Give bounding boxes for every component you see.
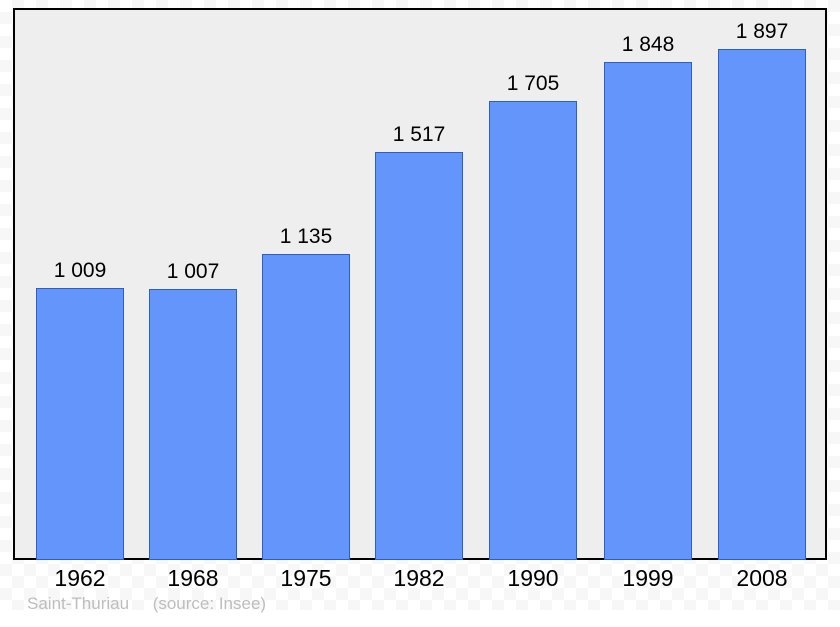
x-label-1990: 1990	[483, 565, 583, 592]
bar-value-1968: 1 007	[143, 260, 243, 284]
x-label-1975: 1975	[256, 565, 356, 592]
bar-1968	[149, 289, 237, 560]
bar-1975	[262, 254, 350, 560]
x-label-2008: 2008	[712, 565, 812, 592]
x-label-1962: 1962	[30, 565, 130, 592]
bar-value-1999: 1 848	[598, 33, 698, 57]
bar-1990	[489, 101, 577, 560]
x-label-1999: 1999	[598, 565, 698, 592]
x-label-1968: 1968	[143, 565, 243, 592]
bar-1962	[36, 288, 124, 560]
bar-2008	[718, 49, 806, 560]
bar-value-1982: 1 517	[369, 123, 469, 147]
bar-1982	[375, 152, 463, 560]
bar-value-1962: 1 009	[30, 259, 130, 283]
chart-root: 1 009 1 007 1 135 1 517 1 705 1 848 1 897 1962…	[0, 0, 840, 627]
bar-value-1990: 1 705	[483, 72, 583, 96]
caption-source: (source: Insee)	[153, 594, 266, 613]
caption-place: Saint-Thuriau	[27, 594, 129, 613]
caption: Saint-Thuriau (source: Insee)	[27, 594, 266, 614]
bar-value-2008: 1 897	[712, 20, 812, 44]
bar-value-1975: 1 135	[256, 225, 356, 249]
x-label-1982: 1982	[369, 565, 469, 592]
bar-1999	[604, 62, 692, 560]
